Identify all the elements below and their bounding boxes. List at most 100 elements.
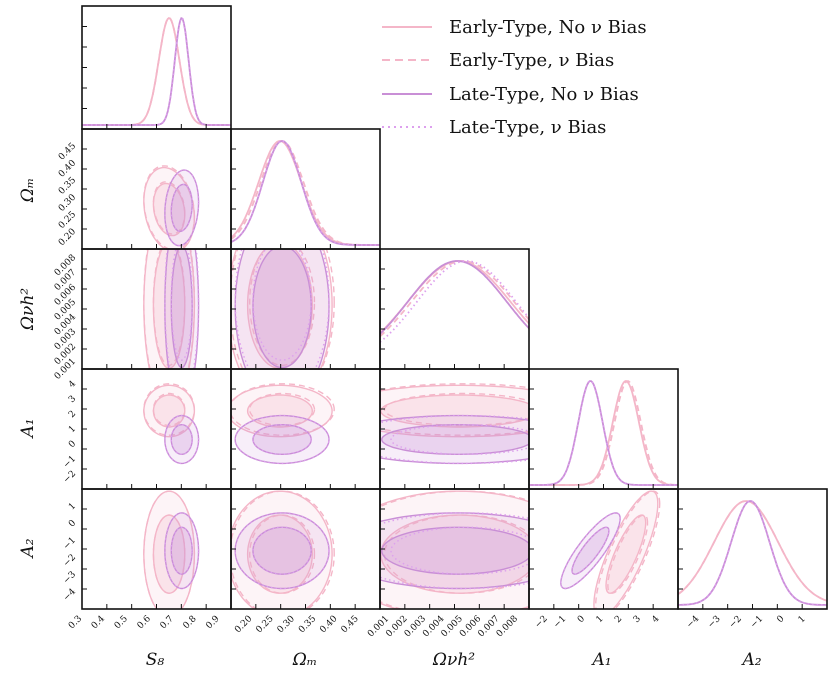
contour-omega-m-a2-early-type-no-bias-level2 <box>246 514 314 594</box>
y-tick-label-omega-m: 0.35 <box>57 175 78 196</box>
x-tick-label-a1: 2 <box>613 614 624 625</box>
y-axis-label-a1: A₁ <box>18 418 38 439</box>
contour-omega-m-a2-late-type-bias-level2 <box>252 526 312 575</box>
contour-omega-m-a1-late-type-no-bias-level2 <box>252 424 312 455</box>
contour-omega-m-a1-early-type-no-bias-level2 <box>246 394 314 428</box>
x-tick-label-omega-m: 0.30 <box>276 614 297 635</box>
contour-omega-m-a2-late-type-no-bias-level2 <box>252 526 312 575</box>
x-tick-label-omega-m: 0.25 <box>254 614 275 635</box>
x-tick-label-omega-m: 0.35 <box>297 614 318 635</box>
contour-s8-a1-late-type-bias-level2 <box>170 424 193 455</box>
x-tick-label-omega-m: 0.40 <box>318 614 339 635</box>
marginal-curve-omega-nu-h-2-early-type-bias <box>380 260 529 338</box>
contour-omega-m-a2-late-type-no-bias-level1 <box>234 512 330 590</box>
contour-a1-a2-early-type-bias-level1 <box>595 490 661 609</box>
marginal-curve-a1-early-type-bias <box>529 380 678 486</box>
contour-omega-m-omega-nu-h-2-late-type-bias-level2 <box>252 249 312 361</box>
contour-s8-a1-early-type-bias-level2 <box>152 392 186 427</box>
panel-a2-a2 <box>677 488 828 610</box>
x-axis-label-omega-m: Ωₘ <box>292 650 318 670</box>
contour-omega-m-omega-nu-h-2-late-type-bias-level1 <box>234 249 330 369</box>
x-tick-label-a1: −2 <box>533 614 549 630</box>
contour-omega-m-omega-nu-h-2-early-type-bias-level2 <box>248 249 316 366</box>
y-tick-label-omega-m: 0.40 <box>57 158 78 179</box>
x-tick-label-a1: −1 <box>552 614 568 630</box>
contour-a1-a2-early-type-no-bias-level1 <box>593 490 659 609</box>
contour-omega-nu-h-2-a2-late-type-bias-level1 <box>380 512 529 590</box>
contour-s8-omega-m-early-type-bias-level2 <box>152 181 186 235</box>
y-axis-label-a2: A₂ <box>18 538 38 559</box>
marginal-curve-omega-nu-h-2-early-type-no-bias <box>380 260 529 334</box>
contour-s8-omega-nu-h-2-late-type-bias-level2 <box>170 249 193 361</box>
y-tick-label-a1: 1 <box>67 424 78 435</box>
x-tick-label-omega-m: 0.20 <box>233 614 254 635</box>
y-tick-label-omega-m: 0.30 <box>57 192 78 213</box>
contour-a1-a2-late-type-bias-level1 <box>560 512 621 590</box>
x-tick-label-omega-m: 0.45 <box>340 614 361 635</box>
legend: Early-Type, No ν Bias Early-Type, ν Bias… <box>382 17 647 138</box>
marginal-curve-s8-early-type-bias <box>82 16 231 126</box>
x-axis-label-omega-nu: Ωνh² <box>432 650 475 670</box>
x-tick-label-a2: −4 <box>685 614 702 631</box>
y-tick-label-a1: 3 <box>67 394 78 405</box>
x-tick-label-a1: 1 <box>594 614 605 625</box>
contour-omega-m-omega-nu-h-2-late-type-no-bias-level1 <box>234 249 330 369</box>
contour-omega-nu-h-2-a1-early-type-bias-level1 <box>380 383 529 436</box>
contour-omega-nu-h-2-a1-late-type-no-bias-level2 <box>381 424 529 455</box>
contour-omega-m-a1-late-type-no-bias-level1 <box>234 414 330 465</box>
x-tick-label-a2: −1 <box>749 614 765 630</box>
x-tick-label-a2: −2 <box>728 614 744 630</box>
y-tick-label-a2: −1 <box>62 535 78 551</box>
contour-omega-nu-h-2-a1-late-type-bias-level2 <box>390 424 529 455</box>
x-axis-label-a2: A₂ <box>740 650 761 670</box>
contour-a1-a2-early-type-bias-level2 <box>607 514 649 594</box>
legend-label-early-bias: Early-Type, ν Bias <box>449 50 614 71</box>
panel-s8-s8 <box>81 5 232 130</box>
x-tick-label-a2: 1 <box>797 614 808 625</box>
contour-a1-a2-early-type-no-bias-level2 <box>605 514 647 594</box>
legend-label-early-no-bias: Early-Type, No ν Bias <box>449 17 647 38</box>
x-tick-label-a1: 3 <box>632 614 643 625</box>
y-axis-label-omega-nu: Ωνh² <box>18 288 38 331</box>
contour-omega-m-a1-early-type-bias-level2 <box>248 392 316 427</box>
x-tick-label-a2: −3 <box>706 614 723 631</box>
x-tick-label-s8: 0.6 <box>136 614 153 631</box>
y-tick-label-a2: 0 <box>67 518 78 529</box>
y-tick-label-a1: −2 <box>62 469 78 485</box>
y-tick-label-a2: −4 <box>62 587 79 604</box>
x-tick-label-s8: 0.4 <box>90 614 107 631</box>
contour-omega-nu-h-2-a2-early-type-bias-level2 <box>383 514 529 594</box>
marginal-curve-omega-m-early-type-bias <box>231 140 380 246</box>
marginal-curve-a1-early-type-no-bias <box>529 380 678 486</box>
contour-s8-omega-nu-h-2-late-type-no-bias-level2 <box>170 249 193 369</box>
contour-a1-a2-late-type-no-bias-level2 <box>571 526 610 575</box>
y-tick-label-a2: 1 <box>67 501 78 512</box>
contour-s8-a1-early-type-bias-level1 <box>143 383 196 436</box>
frames-layer <box>81 5 828 610</box>
y-tick-label-omega-m: 0.45 <box>57 141 78 162</box>
y-tick-label-a2: −2 <box>62 553 78 569</box>
x-tick-label-a1: 0 <box>576 614 587 625</box>
marginal-curve-a2-late-type-bias <box>678 500 827 606</box>
x-tick-label-a1: 4 <box>650 614 661 625</box>
marginal-curve-omega-m-late-type-no-bias <box>231 140 380 246</box>
x-tick-label-s8: 0.5 <box>113 614 130 631</box>
x-tick-label-s8: 0.8 <box>182 614 199 631</box>
y-tick-label-a1: 2 <box>67 409 78 420</box>
contour-s8-omega-m-early-type-bias-level1 <box>143 165 196 249</box>
contour-s8-a2-late-type-no-bias-level1 <box>164 512 200 590</box>
contour-s8-a1-late-type-bias-level1 <box>164 414 200 465</box>
contour-omega-m-a1-late-type-bias-level2 <box>252 424 312 455</box>
marginal-curve-omega-m-late-type-bias <box>231 140 380 246</box>
contour-s8-omega-nu-h-2-late-type-bias-level1 <box>164 249 200 369</box>
y-tick-label-omega-m: 0.20 <box>57 227 78 248</box>
contour-omega-m-a1-early-type-no-bias-level1 <box>231 384 333 438</box>
x-tick-label-s8: 0.7 <box>159 614 176 631</box>
legend-label-late-bias: Late-Type, ν Bias <box>449 117 606 138</box>
marginal-curve-omega-nu-h-2-late-type-no-bias <box>380 260 529 335</box>
contour-omega-nu-h-2-a2-late-type-no-bias-level1 <box>380 512 529 590</box>
contour-omega-nu-h-2-a2-late-type-bias-level2 <box>390 526 529 575</box>
marginal-curve-omega-nu-h-2-late-type-bias <box>380 260 529 343</box>
x-tick-label-s8: 0.9 <box>204 614 221 631</box>
